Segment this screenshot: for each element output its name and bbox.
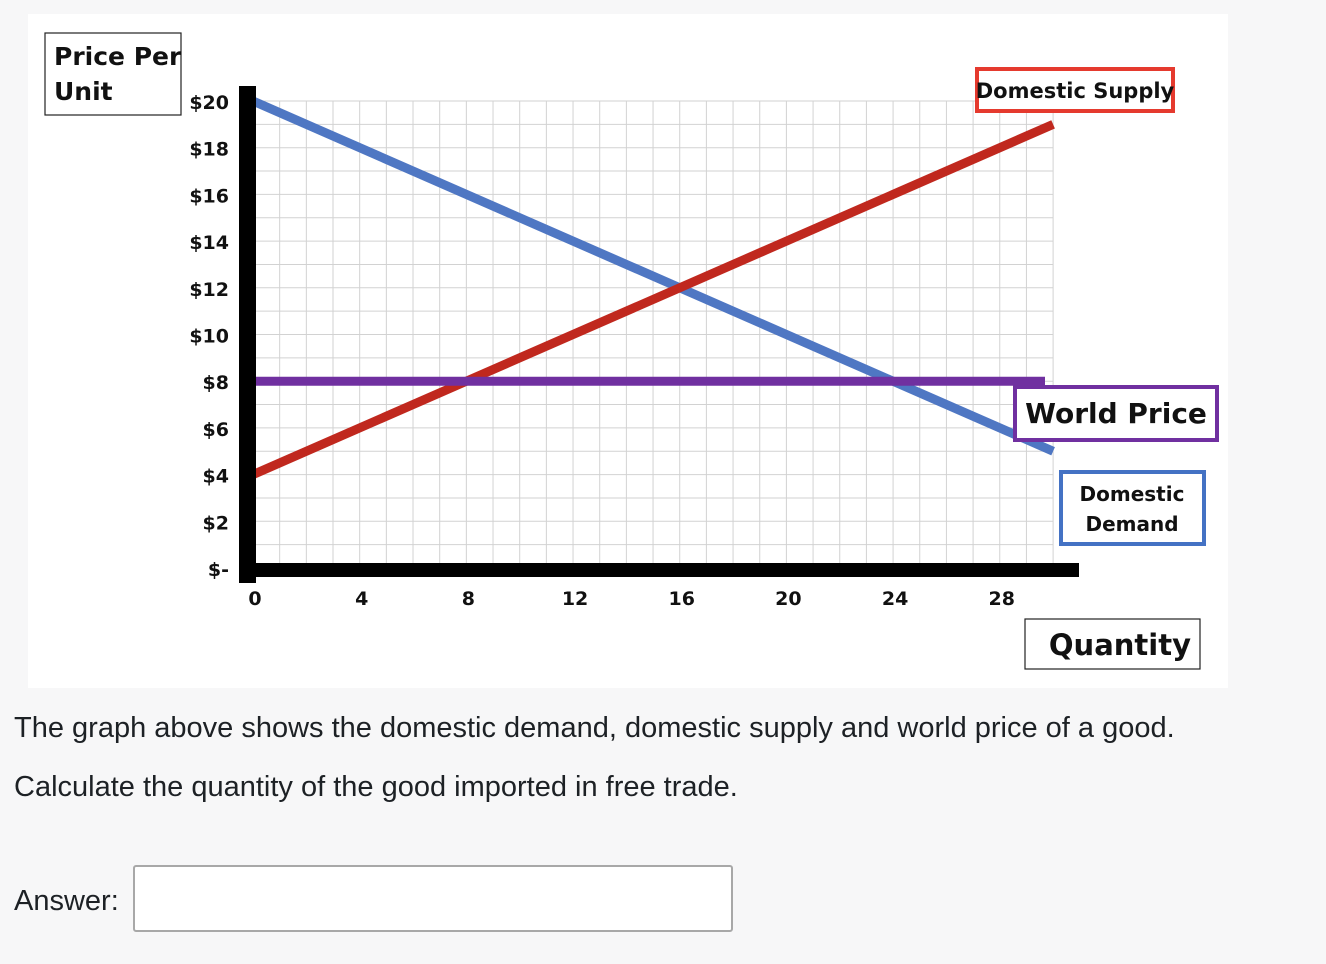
x-tick-label: 16 (668, 588, 694, 610)
question-line-1: The graph above shows the domestic deman… (14, 712, 1175, 744)
y-tick-label: $16 (189, 185, 229, 207)
supply-demand-chart: $20 $18 $16 $14 $12 $10 $8 $6 $4 $2 $- 0 4 8 12 16 20 24 2… (44, 32, 1219, 670)
world-price-label-box (1013, 385, 1219, 442)
demand-label-box (1059, 470, 1206, 546)
y-tick-label: $10 (189, 326, 229, 348)
question-line-2: Calculate the quantity of the good impor… (14, 771, 738, 803)
y-tick-label: $2 (203, 512, 229, 534)
answer-input[interactable] (133, 865, 733, 932)
y-tick-label: $- (208, 559, 229, 581)
x-tick-label: 0 (248, 588, 261, 610)
demand-line (251, 96, 1055, 456)
y-axis-title-line2: Unit (54, 77, 113, 106)
x-tick-label: 12 (562, 588, 588, 610)
x-tick-label: 8 (462, 588, 475, 610)
y-tick-label: $20 (189, 92, 229, 114)
supply-line (251, 120, 1055, 479)
demand-label-line1: Domestic (1080, 482, 1185, 506)
x-axis-title-box (1024, 618, 1201, 670)
x-tick-label: 24 (882, 588, 908, 610)
y-axis (239, 86, 256, 583)
x-tick-label: 4 (355, 588, 368, 610)
supply-label-box (975, 67, 1175, 113)
y-tick-label: $6 (203, 419, 229, 441)
demand-label-line2: Demand (1085, 512, 1178, 536)
x-axis (239, 563, 1079, 577)
world-price-label: World Price (1025, 397, 1207, 430)
x-tick-label: 28 (989, 588, 1015, 610)
x-axis-title: Quantity (1049, 628, 1191, 662)
y-tick-label: $14 (189, 232, 229, 254)
y-tick-label: $12 (189, 279, 229, 301)
chart-panel: $20 $18 $16 $14 $12 $10 $8 $6 $4 $2 $- 0 4 8 12 16 20 24 2… (28, 14, 1228, 688)
y-axis-title-box (44, 32, 182, 116)
supply-label: Domestic Supply (976, 79, 1175, 103)
y-tick-label: $18 (189, 139, 229, 161)
y-axis-title-line1: Price Per (54, 42, 182, 71)
x-tick-label: 20 (775, 588, 801, 610)
y-tick-label: $8 (203, 372, 229, 394)
answer-label: Answer: (14, 885, 119, 917)
y-tick-label: $4 (203, 466, 229, 488)
